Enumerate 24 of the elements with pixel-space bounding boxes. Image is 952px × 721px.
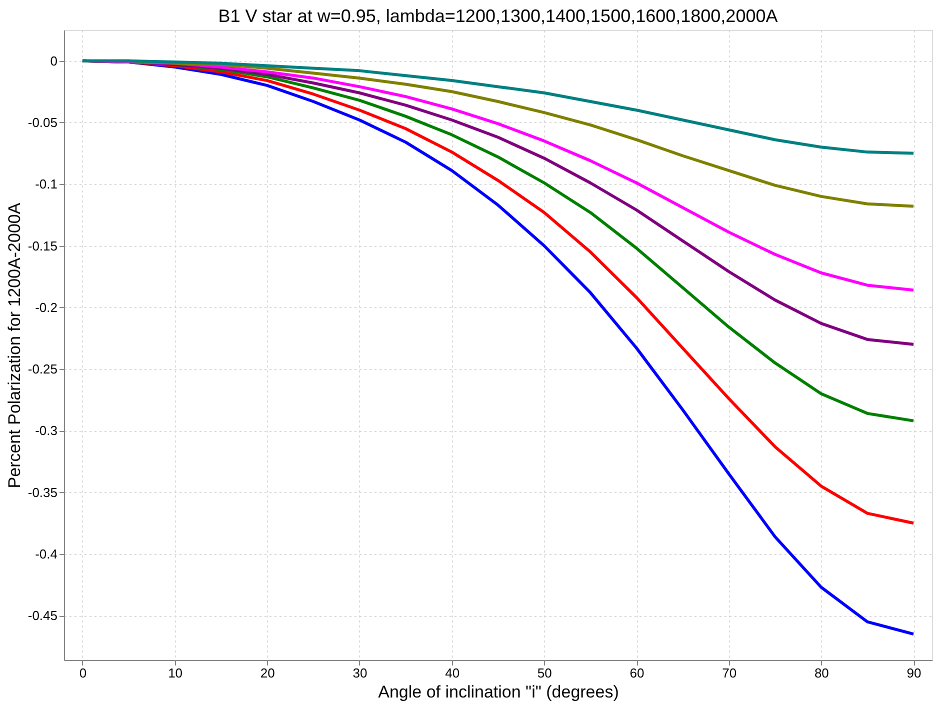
x-tick-label: 50 [537,666,552,680]
chart-title: B1 V star at w=0.95, lambda=1200,1300,1400,1500,1600,1800,2000A [218,6,778,26]
y-tick-label: -0.2 [35,300,58,315]
x-axis-title: Angle of inclination "i" (degrees) [378,682,619,702]
y-tick-label: -0.3 [35,423,58,438]
x-tick-label: 70 [722,666,737,680]
y-tick-label: -0.45 [28,608,58,624]
x-tick-label: 40 [445,666,460,680]
x-tick-label: 20 [260,666,275,680]
x-tick-label: 30 [352,666,368,680]
y-tick-label: -0.35 [28,484,58,500]
y-tick-label: -0.15 [28,238,58,254]
y-tick-label: -0.4 [35,546,58,562]
y-tick-label: 0 [50,53,58,68]
y-tick-label: -0.05 [28,114,58,130]
y-tick-label: -0.1 [35,176,58,192]
y-axis-title: Percent Polarization for 1200A-2000A [4,202,24,488]
y-tick-label: -0.25 [28,362,58,377]
x-tick-label: 10 [168,666,183,680]
x-tick-label: 0 [79,666,87,680]
line-series [80,59,916,155]
x-tick-label: 80 [814,666,829,680]
x-tick-label: 90 [906,666,922,680]
x-tick-label: 60 [630,666,644,680]
